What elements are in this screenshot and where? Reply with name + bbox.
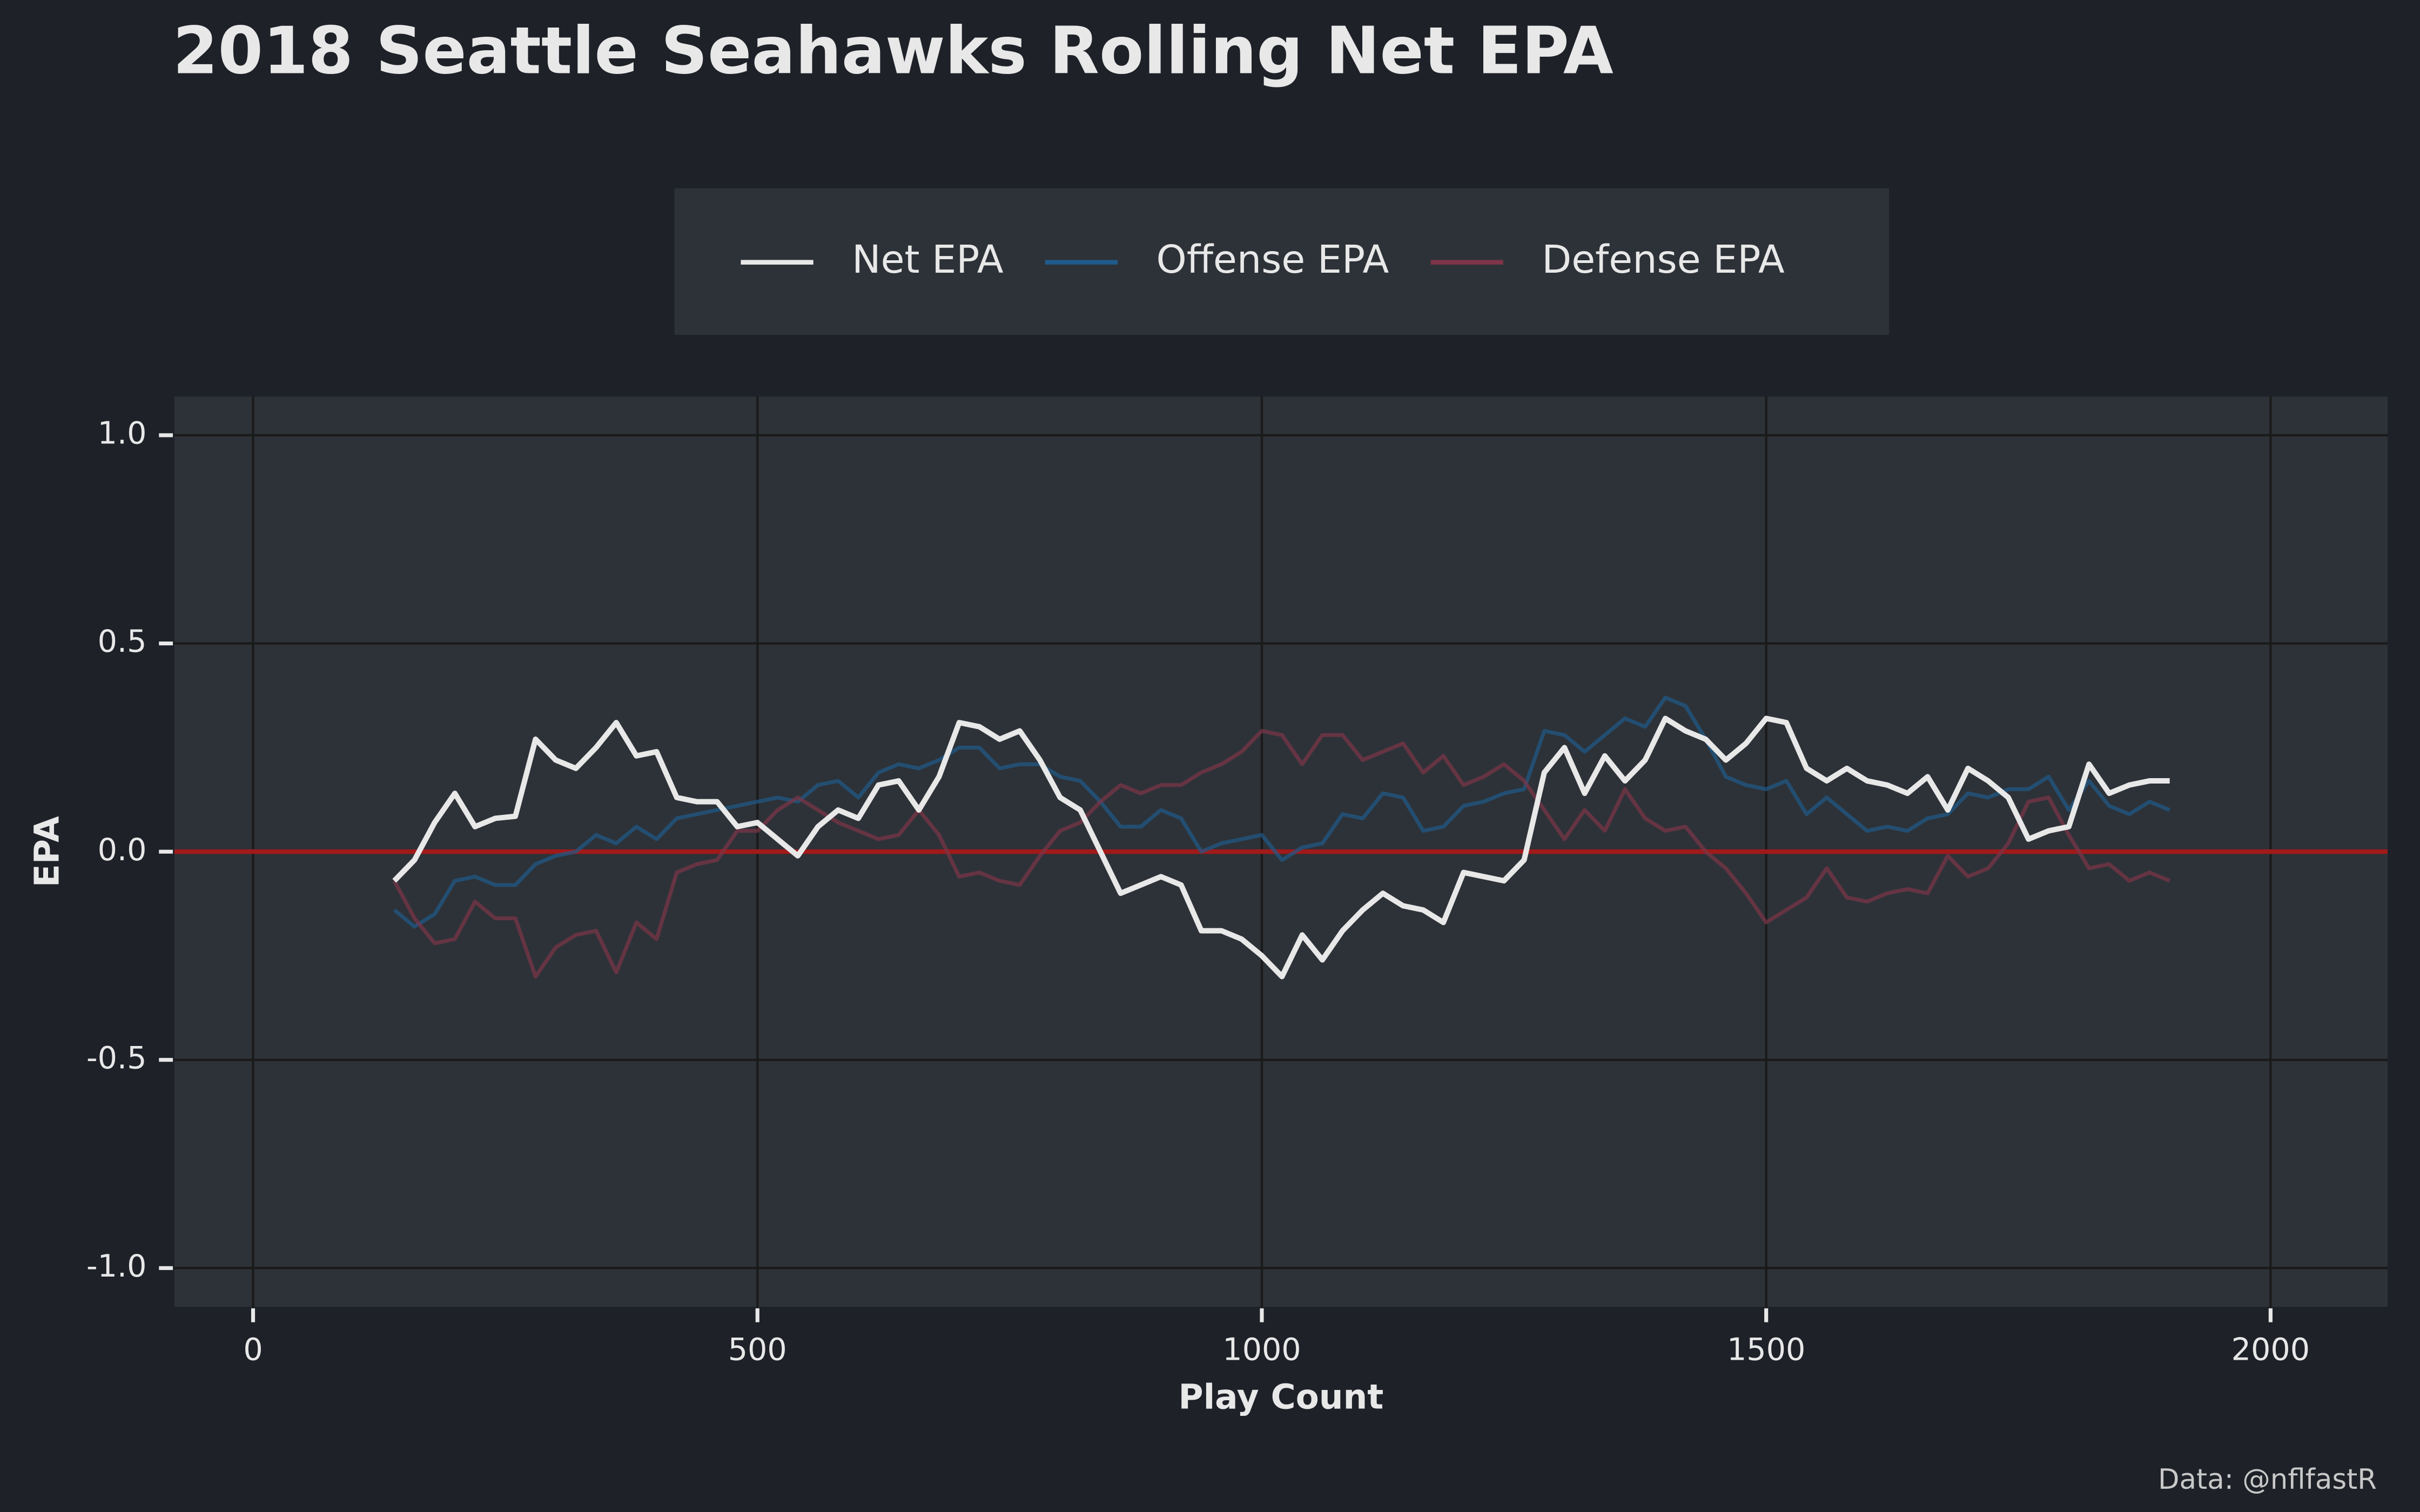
- x-tick-label: 2000: [2231, 1332, 2310, 1367]
- chart-title: 2018 Seattle Seahawks Rolling Net EPA: [173, 14, 1614, 89]
- legend-label: Net EPA: [852, 237, 1004, 282]
- y-axis-label: EPA: [28, 816, 67, 887]
- x-tick-label: 1000: [1222, 1332, 1301, 1367]
- x-tick-label: 500: [728, 1332, 787, 1367]
- legend-label: Defense EPA: [1542, 237, 1785, 282]
- y-tick-label: 0.5: [98, 624, 147, 659]
- legend-label: Offense EPA: [1157, 237, 1389, 282]
- legend-box: [674, 188, 1890, 335]
- x-tick-label: 1500: [1727, 1332, 1805, 1367]
- caption: Data: @nflfastR: [2158, 1463, 2377, 1496]
- x-tick-label: 0: [243, 1332, 263, 1367]
- data-line: [393, 696, 2170, 929]
- y-tick-label: -1.0: [86, 1248, 146, 1284]
- data-line: [392, 716, 2170, 980]
- x-axis-label: Play Count: [1179, 1378, 1384, 1417]
- y-tick-label: 0.0: [98, 832, 147, 868]
- y-tick-label: -0.5: [86, 1040, 146, 1076]
- y-tick-label: 1.0: [98, 416, 147, 451]
- data-line: [392, 728, 2170, 979]
